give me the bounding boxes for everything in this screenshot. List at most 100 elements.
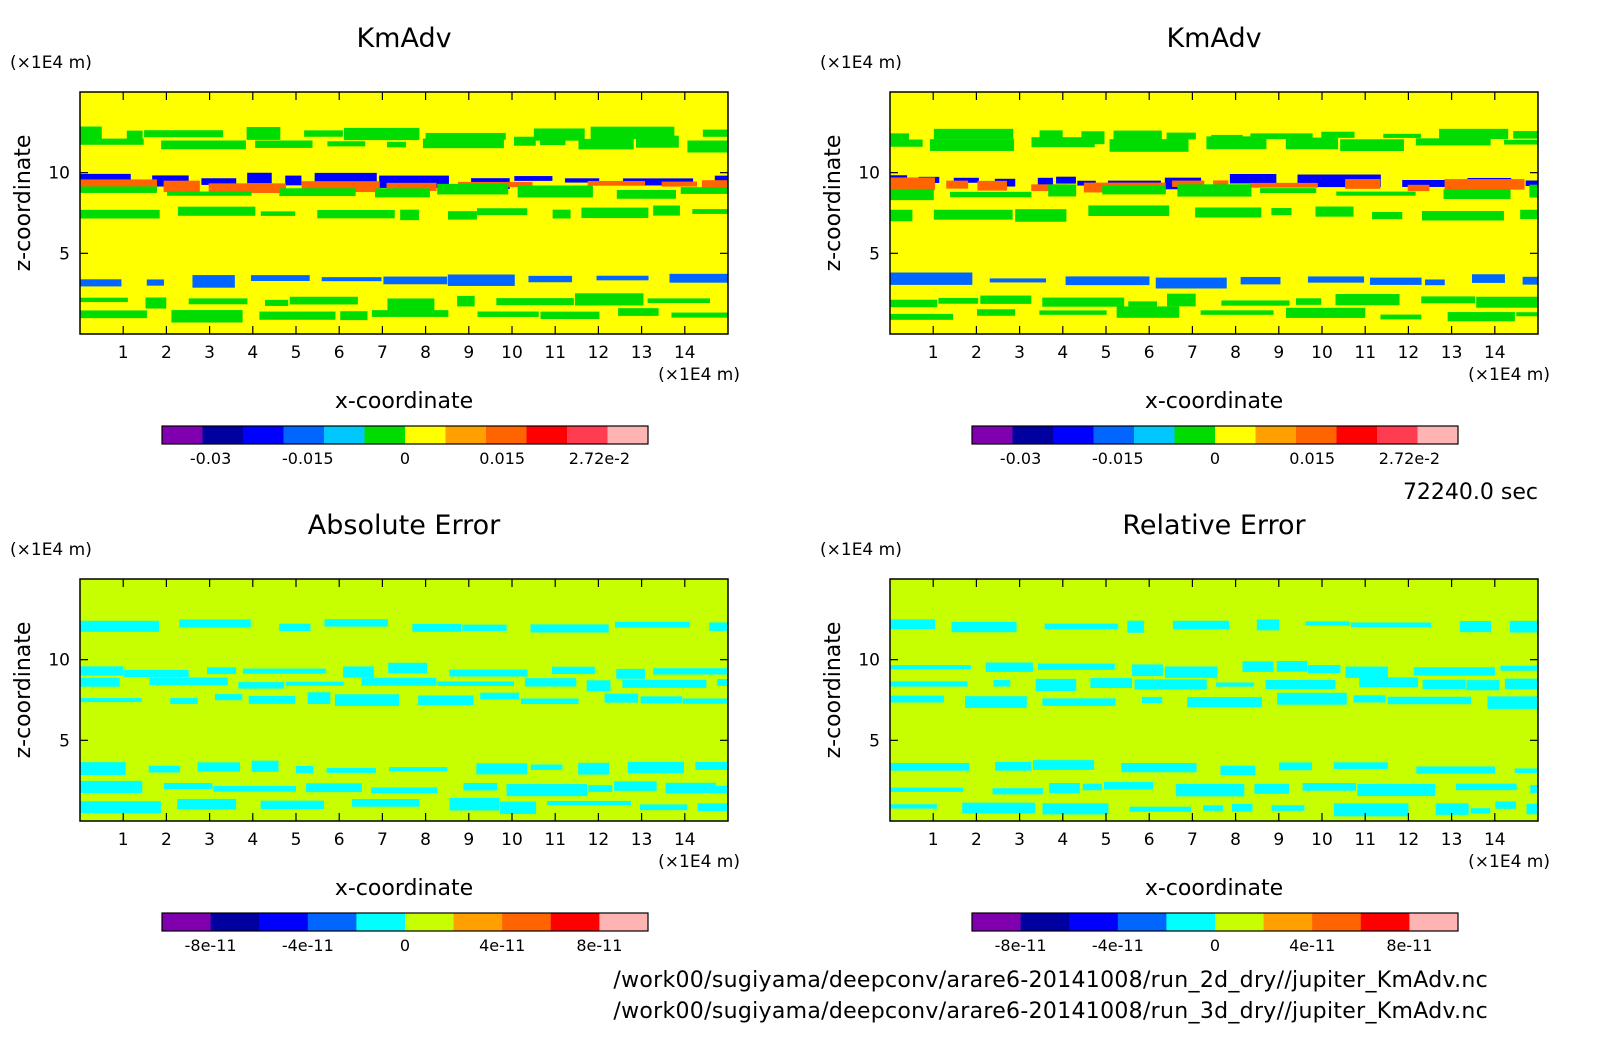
contour-band-segment xyxy=(665,782,716,794)
contour-band-segment xyxy=(702,129,728,137)
contour-band-segment xyxy=(578,762,610,775)
contour-band-segment xyxy=(238,682,285,689)
contour-band-segment xyxy=(1435,803,1469,815)
colorbar-tick-label: 0 xyxy=(1210,936,1220,955)
plot-frame xyxy=(79,578,729,822)
colorbar-tick-label: -0.015 xyxy=(282,449,334,468)
contour-band-segment xyxy=(680,187,728,194)
contour-band-segment xyxy=(574,293,644,306)
contour-band-segment xyxy=(496,298,574,306)
contour-band-segment xyxy=(1487,696,1538,709)
contour-band-segment xyxy=(551,666,595,675)
contour-band-segment xyxy=(506,784,588,797)
colorbar-swatch xyxy=(1020,913,1070,931)
x-tick-label: 10 xyxy=(501,830,523,850)
contour-band-segment xyxy=(1407,184,1430,192)
contour-bands xyxy=(80,619,728,815)
x-tick-label: 6 xyxy=(334,830,345,850)
contour-band-segment xyxy=(682,698,728,704)
contour-band-segment xyxy=(80,186,157,193)
x-tick-label: 6 xyxy=(1144,343,1155,363)
contour-band-segment xyxy=(425,132,506,140)
contour-band-segment xyxy=(1413,667,1495,676)
contour-band-segment xyxy=(1340,139,1405,151)
contour-band-segment xyxy=(1240,276,1281,285)
contour-band-segment xyxy=(1466,680,1500,691)
contour-band-segment xyxy=(1444,179,1525,190)
colorbar-swatch xyxy=(202,426,244,444)
contour-band-segment xyxy=(477,208,528,216)
contour-band-segment xyxy=(383,276,448,285)
contour-band-segment xyxy=(890,133,909,141)
contour-band-segment xyxy=(1307,276,1365,283)
contour-band-segment xyxy=(197,762,241,772)
colorbar-swatch xyxy=(405,426,446,444)
contour-band-segment xyxy=(1166,132,1196,140)
contour-band-segment xyxy=(938,297,979,304)
contour-band-segment xyxy=(622,679,707,688)
contour-band-segment xyxy=(1504,678,1538,690)
contour-band-segment xyxy=(1229,174,1277,184)
colorbar-swatch xyxy=(607,426,649,444)
contour-band-segment xyxy=(890,313,954,320)
x-axis-label: x-coordinate xyxy=(1145,389,1283,414)
contour-band-segment xyxy=(1421,211,1504,221)
contour-band-segment xyxy=(250,275,310,281)
colorbar-swatch xyxy=(162,913,212,931)
contour-band-segment xyxy=(1335,294,1400,306)
colorbar-swatch xyxy=(567,426,608,444)
x-tick-label: 3 xyxy=(1014,343,1025,363)
colorbar-tick-label: 8e-11 xyxy=(576,936,622,955)
x-tick-label: 3 xyxy=(204,830,215,850)
contour-band-segment xyxy=(301,181,380,193)
x-tick-label: 7 xyxy=(1187,343,1198,363)
x-tick-label: 10 xyxy=(501,343,523,363)
y-axis-label: z-coordinate xyxy=(11,135,36,272)
contour-band-segment xyxy=(1037,177,1053,186)
contour-band-segment xyxy=(179,619,251,628)
contour-band-segment xyxy=(520,698,579,705)
contour-band-segment xyxy=(192,275,235,288)
contour-band-segment xyxy=(1459,620,1492,633)
contour-band-segment xyxy=(260,800,325,810)
plot-frame xyxy=(889,91,1539,335)
contour-bands xyxy=(80,126,728,323)
contour-band-segment xyxy=(80,209,160,219)
contour-band-segment xyxy=(1037,663,1115,670)
y-tick-label: 5 xyxy=(59,244,70,264)
contour-band-segment xyxy=(1422,679,1466,689)
contour-band-segment xyxy=(587,180,646,186)
contour-band-segment xyxy=(1216,682,1254,687)
x-tick-label: 12 xyxy=(1398,343,1420,363)
contour-band-segment xyxy=(514,176,553,181)
contour-band-segment xyxy=(304,130,343,137)
x-tick-label: 13 xyxy=(1441,343,1463,363)
chart-panel-3: Absolute Error(×1E4 m)1 2 3 4 5 6 7 8 9 10 11 12 13 1… xyxy=(10,510,740,955)
contour-band-segment xyxy=(540,311,600,320)
contour-band-segment xyxy=(1256,619,1280,631)
contour-band-segment xyxy=(616,189,676,199)
colorbar-swatch xyxy=(599,913,649,931)
contour-band-segment xyxy=(640,696,683,704)
contour-band-segment xyxy=(177,206,256,216)
colorbar-tick-label: 0 xyxy=(1210,449,1220,468)
contour-band-segment xyxy=(462,624,507,631)
contour-band-segment xyxy=(1176,783,1245,797)
contour-band-segment xyxy=(1333,762,1388,769)
contour-band-segment xyxy=(1471,274,1505,283)
x-tick-label: 14 xyxy=(1484,343,1506,363)
colorbar-swatch xyxy=(1174,426,1216,444)
colorbar-swatch xyxy=(1134,426,1175,444)
contour-band-segment xyxy=(80,677,120,687)
contour-band-segment xyxy=(1302,783,1357,791)
contour-band-segment xyxy=(1522,276,1538,285)
contour-band-segment xyxy=(1116,306,1180,318)
colorbar-tick-label: -4e-11 xyxy=(282,936,334,955)
contour-band-segment xyxy=(295,766,314,774)
x-tick-label: 13 xyxy=(631,830,653,850)
contour-band-segment xyxy=(1113,130,1162,140)
contour-band-segment xyxy=(989,278,1047,283)
contour-band-segment xyxy=(1250,133,1313,140)
colorbar-swatch xyxy=(1417,426,1459,444)
contour-band-segment xyxy=(279,188,356,197)
